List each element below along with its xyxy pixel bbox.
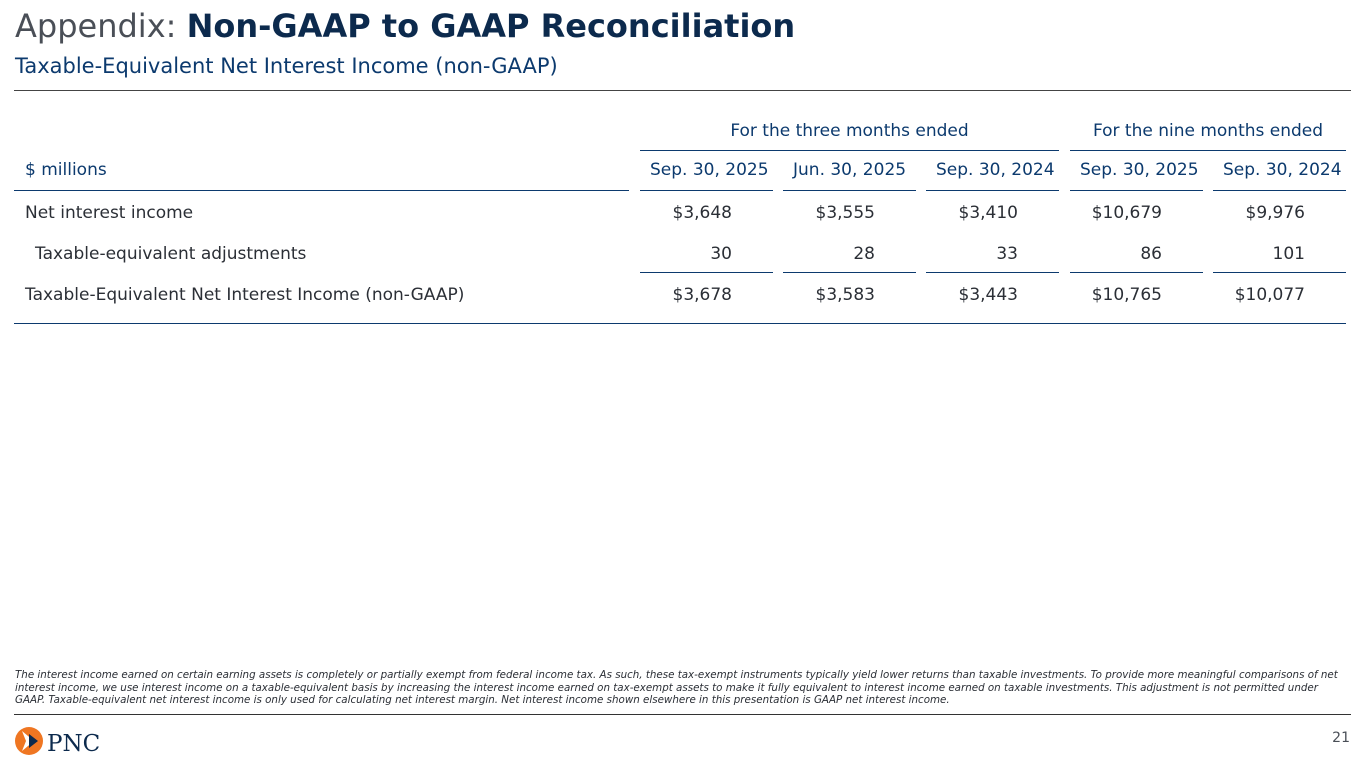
subtotal-underline [1213,272,1346,273]
group-underline [1070,150,1346,151]
header-underline [640,190,773,191]
page-subtitle: Taxable-Equivalent Net Interest Income (… [15,54,558,78]
column-header: Sep. 30, 2025 [1080,160,1199,180]
unit-label: $ millions [25,160,107,180]
row-value: 86 [1140,244,1162,264]
row-value: $3,583 [815,285,875,305]
row-value: $3,443 [958,285,1018,305]
row-value: $10,765 [1091,285,1162,305]
row-value: 101 [1272,244,1305,264]
header-underline [1070,190,1203,191]
table-bottom-rule [14,323,1346,324]
header-divider [14,90,1351,91]
title-prefix: Appendix: [15,7,177,45]
footer-divider [14,714,1351,715]
footnote: The interest income earned on certain ea… [15,669,1338,706]
column-header: Sep. 30, 2024 [936,160,1055,180]
row-label: Net interest income [25,203,194,223]
row-value: 33 [996,244,1018,264]
column-header: Sep. 30, 2025 [650,160,769,180]
row-label: Taxable-equivalent adjustments [35,244,307,264]
title-main: Non-GAAP to GAAP Reconciliation [186,7,796,45]
column-header: Jun. 30, 2025 [793,160,907,180]
row-value: 30 [710,244,732,264]
row-value: $10,679 [1091,203,1162,223]
row-value: 28 [853,244,875,264]
group-header-nine-months: For the nine months ended [1092,121,1324,141]
subtotal-underline [1070,272,1203,273]
header-underline [14,190,629,191]
row-value: $9,976 [1245,203,1305,223]
column-header: Sep. 30, 2024 [1223,160,1342,180]
row-value: $3,648 [672,203,732,223]
row-label: Taxable-Equivalent Net Interest Income (… [25,285,465,305]
subtotal-underline [783,272,916,273]
page-title: Appendix: Non-GAAP to GAAP Reconciliatio… [15,6,795,46]
logo-text: PNC [47,731,100,757]
group-underline [640,150,1059,151]
subtotal-underline [926,272,1059,273]
pnc-logo: PNC [15,727,100,757]
subtotal-underline [640,272,773,273]
page-number: 21 [1332,730,1350,746]
row-value: $10,077 [1234,285,1305,305]
row-value: $3,555 [815,203,875,223]
header-underline [1213,190,1346,191]
row-value: $3,410 [958,203,1018,223]
group-header-three-months: For the three months ended [730,121,969,141]
header-underline [783,190,916,191]
header-underline [926,190,1059,191]
row-value: $3,678 [672,285,732,305]
